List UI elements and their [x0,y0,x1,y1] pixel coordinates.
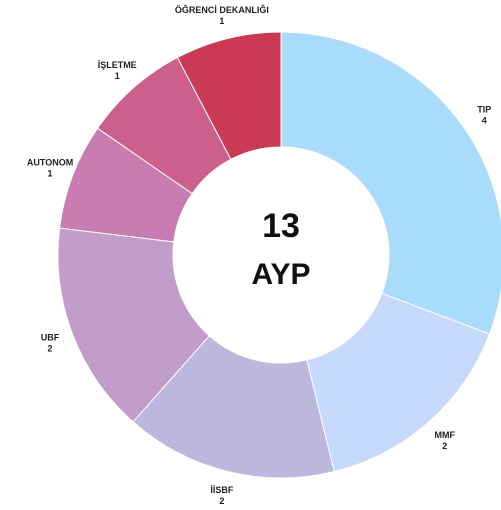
slice [59,127,193,243]
center-value: 13 [262,207,300,245]
slice [96,56,232,195]
slice [57,227,211,423]
category-label: ÖĞRENCİ DEKANLIĞI [175,4,269,15]
category-label: TIP [477,105,491,115]
slice [280,31,501,335]
center-label: AYP [252,258,311,291]
value-label: 1 [115,71,120,81]
value-label: 2 [442,441,447,451]
slice [306,292,491,473]
value-label: 1 [48,168,53,178]
category-label: AUTONOM [27,157,73,167]
value-label: 2 [219,496,224,506]
value-label: 2 [48,344,53,354]
category-label: MMF [435,430,456,440]
value-label: 4 [482,116,487,126]
category-label: UBF [41,333,60,343]
slice [132,335,335,479]
category-label: İİSBF [210,485,234,495]
value-label: 1 [219,16,224,26]
category-label: İŞLETME [98,60,137,70]
